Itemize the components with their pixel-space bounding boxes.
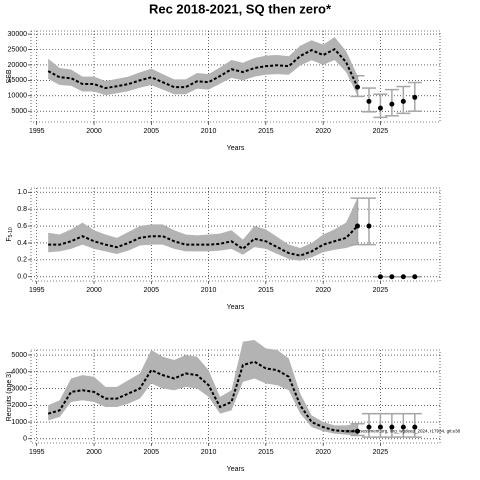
x-tick-label: 2015	[258, 287, 274, 294]
y-tick-label: 5000	[11, 352, 27, 359]
y-axis-label: SSB	[6, 69, 13, 83]
projection-point	[366, 98, 372, 104]
annotation: stockassessment.org, ling_wgdeep_2024, r…	[345, 429, 461, 434]
confidence-band	[48, 37, 358, 96]
x-tick-label: 2010	[201, 449, 217, 456]
projection-point	[400, 424, 406, 430]
x-tick-label: 2025	[373, 287, 389, 294]
y-axis-label: Recruits (age 3)	[6, 372, 13, 422]
plot-frame	[30, 187, 441, 282]
y-tick-label: 10000	[8, 93, 28, 100]
projection-point	[400, 98, 406, 104]
x-tick-label: 2020	[315, 449, 331, 456]
projection-point	[412, 424, 418, 430]
y-tick-label: 20000	[8, 62, 28, 69]
plot-frame	[30, 349, 441, 444]
estimate-line	[47, 47, 359, 90]
y-tick-label: 4000	[11, 369, 27, 376]
projection-point	[366, 223, 372, 229]
x-tick-label: 2005	[144, 449, 160, 456]
y-axis-label-sub: 5-10	[8, 227, 14, 237]
y-axis-label-text: SSB	[6, 69, 13, 83]
plot-frame	[30, 30, 441, 123]
y-tick-label: 1000	[11, 419, 27, 426]
projection-point	[389, 101, 395, 107]
x-tick-label: 2020	[315, 287, 331, 294]
projection-point	[377, 274, 383, 280]
estimate-line	[48, 225, 359, 257]
y-tick-label: 0.8	[17, 206, 27, 213]
y-tick-label: 1.0	[17, 189, 27, 196]
x-tick-label: 2005	[144, 287, 160, 294]
x-tick-label: 1995	[29, 128, 45, 135]
x-tick-label: 2015	[258, 128, 274, 135]
projection-point	[412, 94, 418, 100]
projection-point	[400, 274, 406, 280]
projection-point	[355, 223, 361, 229]
chart-title: Rec 2018-2021, SQ then zero*	[149, 1, 332, 16]
projection-point	[389, 274, 395, 280]
y-tick-label: 3000	[11, 385, 27, 392]
x-tick-label: 2010	[201, 128, 217, 135]
x-tick-label: 2000	[86, 449, 102, 456]
x-tick-label: 2010	[201, 287, 217, 294]
y-tick-label: 0.2	[17, 257, 27, 264]
x-tick-label: 1995	[29, 449, 45, 456]
y-axis-label-text: Recruits (age 3)	[6, 372, 13, 422]
projection-point	[366, 424, 372, 430]
projection-point	[377, 105, 383, 111]
x-tick-label: 2000	[86, 287, 102, 294]
x-axis-label: Years	[227, 304, 245, 311]
y-axis-label: F5-10	[6, 227, 14, 242]
x-tick-label: 2020	[315, 128, 331, 135]
y-tick-label: 30000	[8, 31, 28, 38]
y-tick-label: 0.6	[17, 223, 27, 230]
x-tick-label: 2025	[373, 449, 389, 456]
x-tick-label: 2000	[86, 128, 102, 135]
y-tick-label: 15000	[8, 77, 28, 84]
projection-point	[412, 274, 418, 280]
y-tick-label: 0	[23, 436, 27, 443]
projection-point	[377, 424, 383, 430]
projection-point	[389, 424, 395, 430]
projection-point	[355, 428, 361, 434]
x-axis-label: Years	[227, 145, 245, 152]
x-tick-label: 2015	[258, 449, 274, 456]
confidence-band	[48, 339, 358, 436]
x-tick-label: 2025	[373, 128, 389, 135]
y-tick-label: 0.0	[17, 274, 27, 281]
projection-point	[355, 84, 361, 90]
y-tick-label: 0.4	[17, 240, 27, 247]
y-axis-label-text: F	[6, 237, 13, 241]
x-axis-label: Years	[227, 466, 245, 473]
y-tick-label: 25000	[8, 46, 28, 53]
x-tick-label: 1995	[29, 287, 45, 294]
y-tick-label: 5000	[11, 108, 27, 115]
y-tick-label: 2000	[11, 402, 27, 409]
x-tick-label: 2005	[144, 128, 160, 135]
